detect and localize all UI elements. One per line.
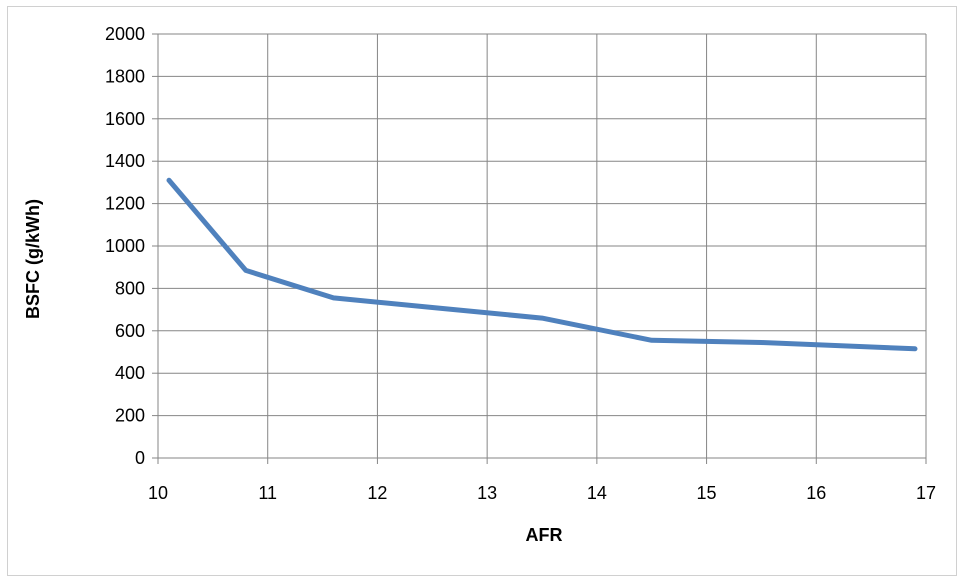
data-point xyxy=(245,269,247,271)
x-tick-label: 14 xyxy=(587,483,607,503)
y-tick-label: 600 xyxy=(115,321,145,341)
grid xyxy=(157,33,927,459)
data-point xyxy=(431,306,433,308)
data-point xyxy=(333,297,335,299)
x-tick-labels: 10 11 12 13 14 15 16 17 xyxy=(148,483,936,503)
x-tick-label: 15 xyxy=(697,483,717,503)
y-tick-label: 0 xyxy=(135,448,145,468)
series-line xyxy=(166,177,918,352)
data-point xyxy=(541,317,543,319)
y-tick-label: 1000 xyxy=(105,236,145,256)
y-tick-label: 1600 xyxy=(105,109,145,129)
data-point xyxy=(651,339,653,341)
x-tick-label: 11 xyxy=(258,483,277,503)
y-tick-label: 800 xyxy=(115,278,145,298)
y-axis-title: BSFC (g/kWh) xyxy=(23,199,43,319)
data-point xyxy=(168,179,170,181)
data-point xyxy=(914,348,916,350)
x-tick-label: 13 xyxy=(477,483,497,503)
x-tick-label: 16 xyxy=(806,483,826,503)
y-tick-label: 1200 xyxy=(105,194,145,214)
y-tick-label: 400 xyxy=(115,363,145,383)
y-tick-label: 200 xyxy=(115,406,145,426)
x-tick-label: 17 xyxy=(916,483,936,503)
x-tick-label: 10 xyxy=(148,483,168,503)
y-tick-labels: 0 200 400 600 800 1000 1200 1400 1600 1800 2000 xyxy=(105,24,145,468)
x-axis-title: AFR xyxy=(526,525,563,545)
y-tick-label: 1400 xyxy=(105,151,145,171)
y-tick-label: 2000 xyxy=(105,24,145,44)
y-tick-label: 1800 xyxy=(105,66,145,86)
x-tick-label: 12 xyxy=(367,483,387,503)
series xyxy=(166,177,918,352)
data-point xyxy=(760,341,762,343)
axes xyxy=(152,33,927,464)
chart-frame xyxy=(7,6,957,576)
